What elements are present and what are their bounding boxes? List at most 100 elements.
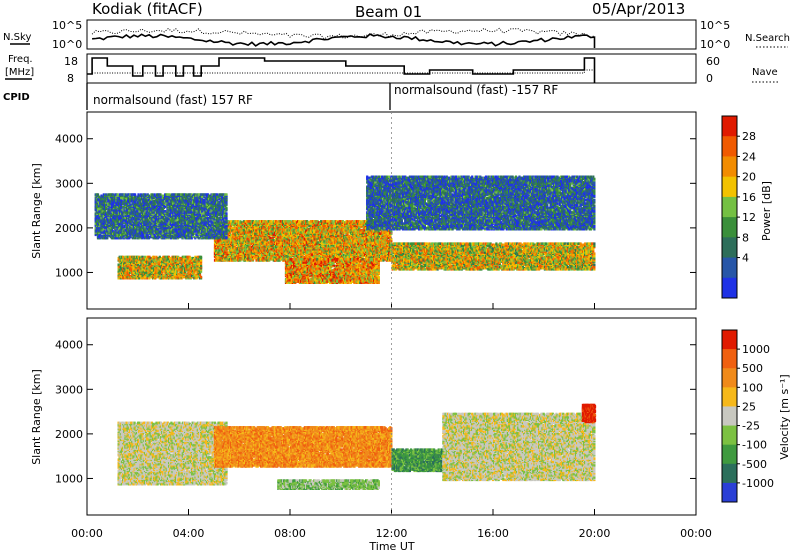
range-cell [163, 260, 166, 263]
range-cell [272, 233, 275, 237]
freq-tick-top: 18 [64, 55, 78, 68]
range-cell [262, 220, 265, 223]
range-cell [187, 260, 190, 263]
range-cell [200, 264, 203, 268]
range-cell [182, 269, 185, 272]
range-cell [194, 255, 197, 259]
range-cell [173, 268, 176, 271]
range-cell [141, 260, 144, 263]
range-cell [242, 243, 245, 247]
range-cell [249, 225, 252, 229]
range-cell [275, 236, 278, 240]
range-cell [165, 263, 168, 267]
range-cell [154, 269, 157, 272]
range-cell [219, 237, 222, 241]
range-cell [281, 246, 285, 250]
range-cell [271, 242, 274, 245]
range-cell [189, 274, 192, 278]
range-cell [131, 255, 134, 259]
range-cell [246, 234, 249, 238]
range-cell [225, 252, 228, 255]
range-cell [271, 254, 274, 258]
range-cell [257, 225, 260, 229]
range-cell [193, 258, 196, 261]
range-cell [275, 247, 278, 251]
range-cell [200, 270, 203, 273]
range-cell [264, 241, 267, 244]
range-cell [119, 255, 122, 259]
range-cell [236, 223, 240, 226]
range-cell [232, 235, 235, 239]
range-cell [162, 255, 165, 259]
range-cell [269, 223, 272, 226]
range-cell [240, 236, 243, 240]
range-cell [247, 233, 250, 237]
range-cell [131, 271, 134, 274]
range-cell [240, 221, 243, 224]
range-cell [264, 224, 267, 228]
power-data-layer [94, 175, 596, 284]
range-cell [198, 273, 202, 277]
range-cell [154, 263, 157, 267]
range-cell [234, 229, 237, 232]
range-cell [165, 274, 168, 278]
range-cell [135, 268, 138, 271]
range-cell [238, 221, 241, 224]
range-cell [133, 272, 136, 276]
range-cell [257, 220, 260, 223]
range-cell [167, 272, 171, 276]
range-cell [180, 274, 183, 278]
freq-tick-bottom: 8 [67, 72, 74, 85]
range-cell [249, 242, 252, 245]
range-cell [234, 232, 237, 235]
nsky-panel-frame [86, 19, 697, 50]
range-cell [281, 242, 285, 245]
range-cell [281, 223, 285, 226]
range-cell [238, 241, 241, 244]
range-cell [269, 258, 272, 261]
range-cell [272, 243, 275, 247]
range-cell [155, 268, 158, 271]
range-cell [172, 270, 175, 273]
range-cell [275, 224, 278, 228]
freq-panel-frame [86, 53, 697, 84]
range-cell [123, 271, 126, 274]
range-cell [260, 231, 263, 234]
range-cell [150, 266, 153, 270]
range-cell [146, 276, 149, 280]
range-cell [192, 262, 195, 265]
freq-series-line [87, 57, 596, 83]
range-cell [217, 249, 220, 252]
range-cell [223, 249, 226, 252]
range-cell [217, 240, 220, 243]
range-cell [281, 255, 285, 259]
range-cell [221, 245, 225, 249]
range-cell [231, 249, 234, 252]
range-cell [271, 222, 274, 225]
freq-label-2: [MHz] [5, 67, 34, 78]
range-cell [197, 274, 200, 278]
range-cell [279, 258, 282, 261]
range-cell [153, 271, 156, 274]
range-cell [173, 270, 176, 273]
range-cell [255, 226, 258, 230]
range-cell [255, 229, 258, 232]
range-cell [275, 220, 278, 223]
range-cell [150, 264, 153, 268]
range-cell [172, 262, 175, 265]
range-cell [162, 268, 165, 271]
range-cell [284, 220, 287, 223]
range-cell [262, 249, 265, 252]
range-cell [260, 258, 263, 261]
range-cell [128, 266, 132, 270]
nsearch-series-line [91, 27, 595, 40]
range-cell [230, 246, 233, 250]
range-cell [119, 268, 122, 271]
range-cell [141, 255, 144, 259]
nave-label: Nave [752, 67, 778, 78]
range-cell [141, 263, 144, 267]
range-cell [169, 256, 172, 260]
nave-series-line [92, 69, 595, 74]
range-cell [122, 255, 125, 259]
